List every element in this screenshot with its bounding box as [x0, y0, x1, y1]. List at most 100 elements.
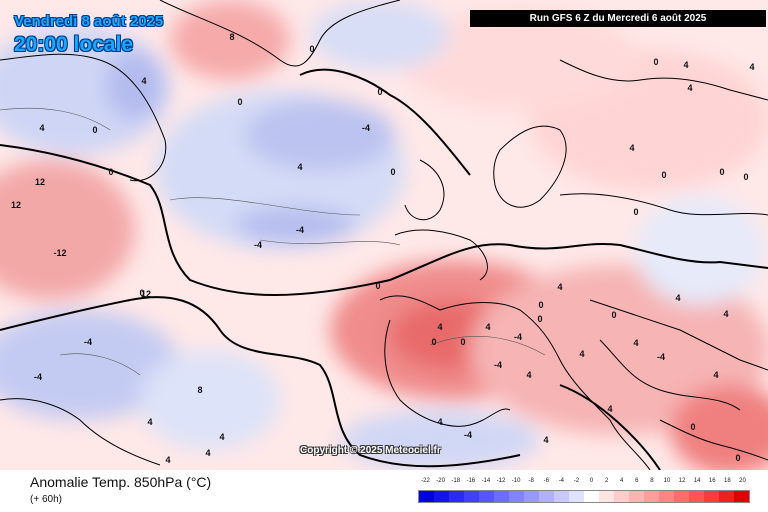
scale-swatch — [569, 491, 584, 502]
chart-title: Anomalie Temp. 850hPa (°C) — [30, 474, 212, 490]
contour-value-label: -4 — [464, 430, 472, 440]
contour-value-label: 0 — [633, 207, 638, 217]
scale-tick-label: -4 — [558, 478, 565, 484]
contour-value-label: 0 — [309, 44, 314, 54]
contour-value-label: 4 — [485, 322, 490, 332]
scale-swatch — [524, 491, 539, 502]
forecast-time: 20:00 locale — [14, 33, 134, 56]
contour-value-label: -4 — [494, 360, 502, 370]
contour-value-label: -4 — [84, 337, 92, 347]
scale-swatch — [599, 491, 614, 502]
contour-value-label: 4 — [723, 309, 728, 319]
contour-value-label: 4 — [39, 123, 44, 133]
contour-value-label: 4 — [683, 60, 688, 70]
contour-value-label: -4 — [296, 225, 304, 235]
scale-swatch — [644, 491, 659, 502]
scale-swatch — [629, 491, 644, 502]
contour-value-label: 12 — [141, 289, 151, 299]
contour-value-label: 4 — [526, 370, 531, 380]
scale-swatch — [734, 491, 749, 502]
contour-value-label: -12 — [53, 248, 66, 258]
scale-tick-label: 10 — [663, 478, 671, 484]
scale-tick-label: 6 — [635, 478, 639, 484]
contour-value-label: 8 — [197, 385, 202, 395]
contour-value-label: 0 — [653, 57, 658, 67]
contour-value-label: 0 — [139, 288, 144, 298]
contour-value-label: 4 — [165, 455, 170, 465]
contour-value-label: 0 — [377, 87, 382, 97]
contour-value-label: 0 — [690, 422, 695, 432]
contour-value-label: 0 — [390, 167, 395, 177]
contour-value-label: 12 — [11, 200, 21, 210]
contour-value-label: 4 — [607, 404, 612, 414]
scale-tick-label: 12 — [678, 478, 686, 484]
contour-value-label: 0 — [431, 337, 436, 347]
scale-swatch — [659, 491, 674, 502]
contour-value-label: 4 — [141, 76, 146, 86]
scale-swatch — [689, 491, 704, 502]
scale-swatch — [704, 491, 719, 502]
scale-tick-label: -6 — [543, 478, 549, 484]
contour-value-label: -4 — [362, 123, 370, 133]
scale-tick-label: -14 — [481, 478, 491, 484]
contour-value-label: 4 — [633, 338, 638, 348]
contour-value-label: 4 — [205, 448, 210, 458]
scale-swatch — [554, 491, 569, 502]
scale-tick-label: 16 — [708, 478, 716, 484]
contour-value-label: 0 — [108, 167, 113, 177]
contour-value-label: -4 — [34, 372, 42, 382]
contour-value-label: 0 — [611, 310, 616, 320]
contour-value-label: 0 — [92, 125, 97, 135]
scale-swatch — [494, 491, 509, 502]
contour-value-label: 4 — [543, 435, 548, 445]
contour-value-label: 4 — [713, 370, 718, 380]
contour-value-label: 0 — [537, 314, 542, 324]
scale-tick-label: 4 — [620, 478, 624, 484]
contour-value-label: 4 — [557, 282, 562, 292]
contour-value-label: 0 — [237, 97, 242, 107]
contour-value-label: -4 — [657, 352, 665, 362]
scale-tick-label: 8 — [650, 478, 654, 484]
scale-swatch — [614, 491, 629, 502]
contour-value-label: 4 — [675, 293, 680, 303]
scale-swatch — [719, 491, 734, 502]
scale-swatch — [539, 491, 554, 502]
forecast-date: Vendredi 8 août 2025 — [14, 13, 164, 30]
color-scale-legend: -22 -20 -18 -16 -14 -12 -10 -8 -6 -4 -2 0 2 4 6 8 10 12 14… — [418, 478, 750, 503]
scale-tick-label: -20 — [436, 478, 445, 484]
scale-swatch — [479, 491, 494, 502]
contour-value-label: 0 — [375, 281, 380, 291]
scale-tick-label: 2 — [604, 478, 609, 484]
contour-value-label: -4 — [514, 332, 522, 342]
contour-value-label: 4 — [437, 322, 442, 332]
scale-tick-label: -16 — [466, 478, 476, 484]
contour-value-label: 0 — [661, 170, 666, 180]
scale-tick-label: -10 — [511, 478, 521, 484]
scale-tick-label: 20 — [739, 478, 746, 484]
contour-value-label: 12 — [35, 177, 45, 187]
scale-tick-label: 18 — [724, 478, 731, 484]
scale-swatch — [434, 491, 449, 502]
contour-value-label: 0 — [743, 172, 748, 182]
forecast-offset: (+ 60h) — [30, 494, 62, 505]
copyright-notice: Copyright © 2025 Meteociel.fr — [300, 445, 441, 456]
scale-tick-label: 0 — [589, 478, 594, 484]
contour-value-label: 0 — [538, 300, 543, 310]
contour-value-label: 0 — [460, 337, 465, 347]
contour-value-label: 4 — [219, 432, 224, 442]
contour-value-label: 4 — [629, 143, 634, 153]
scale-swatch — [464, 491, 479, 502]
scale-swatch — [674, 491, 689, 502]
scale-swatch — [509, 491, 524, 502]
contour-value-label: 4 — [749, 62, 754, 72]
scale-swatch — [584, 491, 599, 502]
contour-value-label: -4 — [254, 240, 262, 250]
contour-value-label: 4 — [579, 349, 584, 359]
scale-tick-label: -22 — [421, 478, 430, 484]
scale-tick-labels: -22 -20 -18 -16 -14 -12 -10 -8 -6 -4 -2 0 2 4 6 8 10 12 14… — [418, 478, 750, 488]
scale-swatch — [449, 491, 464, 502]
scale-color-bar — [418, 490, 750, 503]
scale-tick-label: -8 — [528, 478, 534, 484]
scale-tick-label: -2 — [573, 478, 580, 484]
